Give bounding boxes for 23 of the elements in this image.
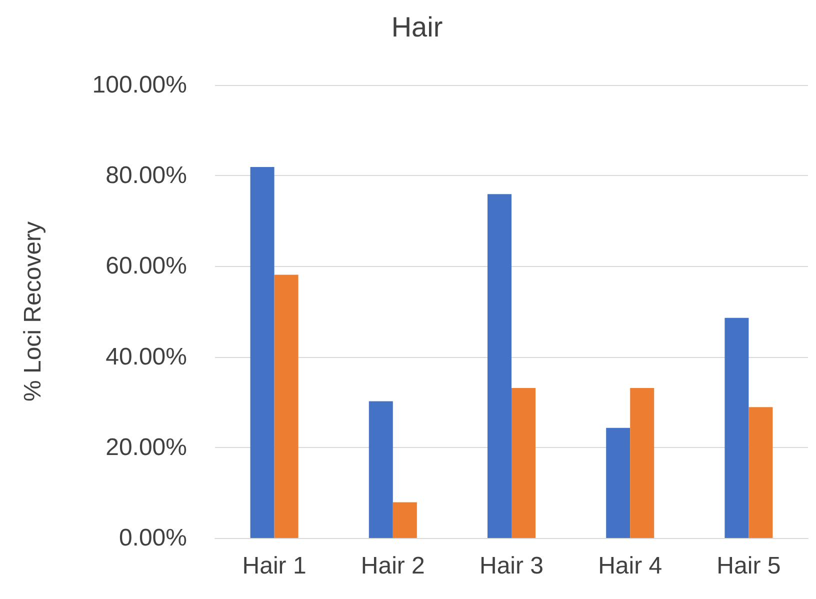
y-axis-title: % Loci Recovery	[20, 221, 46, 402]
bar	[488, 194, 512, 538]
bar	[392, 502, 417, 538]
bar	[748, 407, 773, 538]
bar	[512, 388, 536, 538]
bar	[724, 318, 749, 538]
x-tick-label: Hair 1	[242, 552, 306, 580]
x-tick-label: Hair 2	[360, 552, 425, 580]
y-tick-label: 60.00%	[106, 252, 187, 280]
x-tick-label: Hair 3	[479, 552, 544, 580]
bar	[630, 388, 654, 538]
bar	[274, 274, 298, 538]
bar	[250, 166, 274, 538]
bar	[368, 401, 393, 538]
y-tick-label: 80.00%	[106, 162, 187, 190]
y-tick-label: 40.00%	[106, 343, 187, 370]
y-tick-label: 100.00%	[92, 72, 187, 98]
y-tick-label: 20.00%	[106, 434, 187, 461]
bar	[606, 428, 630, 538]
y-tick-label: 0.00%	[118, 524, 187, 552]
x-tick-label: Hair 4	[598, 552, 662, 580]
chart-title: Hair	[391, 12, 443, 42]
x-tick-label: Hair 5	[716, 552, 781, 580]
